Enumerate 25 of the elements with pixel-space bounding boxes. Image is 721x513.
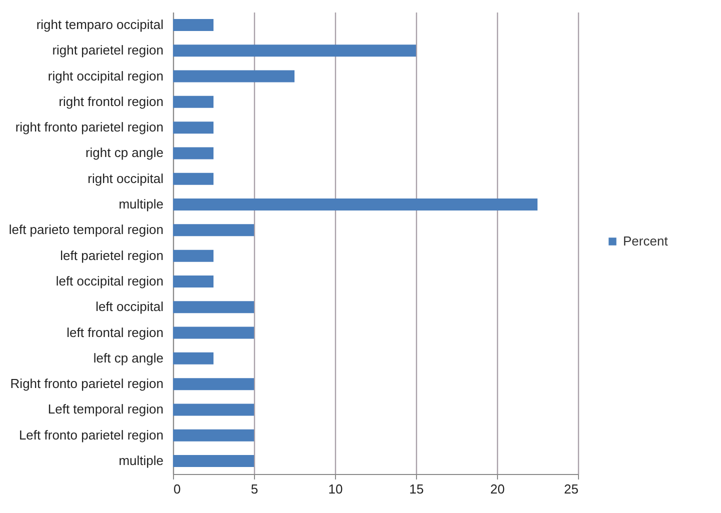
y-tick-label: left parieto temporal region [8,222,164,238]
x-tick-label: 20 [490,482,505,496]
x-tick-label: 25 [564,482,578,496]
y-tick-label: right fronto parietel region [15,120,164,135]
y-tick-label: multiple [118,196,164,212]
y-tick-label: multiple [118,453,164,468]
y-tick-label: right occipital region [48,68,164,84]
y-tick-label: Left temporal region [48,402,164,417]
y-tick-label: right frontol region [58,94,164,109]
x-tick-label: 0 [174,482,181,496]
x-tick-label: 15 [409,482,424,496]
y-tick-label: Right fronto parietel region [10,376,164,392]
y-tick-label: left occipital region [56,273,164,288]
y-tick-label: right parietel region [52,42,164,58]
x-tick-label: 10 [328,482,343,496]
y-tick-label: left cp angle [93,350,164,366]
y-tick-label: left occipital [96,299,164,314]
y-tick-label: right temparo occipital [36,16,164,32]
y-tick-label: right cp angle [85,145,164,160]
x-tick-label: 5 [250,482,258,496]
y-tick-label: left frontal region [66,324,164,340]
legend-label: Percent [623,234,668,248]
y-tick-label: right occipital [88,170,164,186]
y-tick-label: Left fronto parietel region [18,427,164,442]
y-tick-label: left parietel region [60,248,164,263]
